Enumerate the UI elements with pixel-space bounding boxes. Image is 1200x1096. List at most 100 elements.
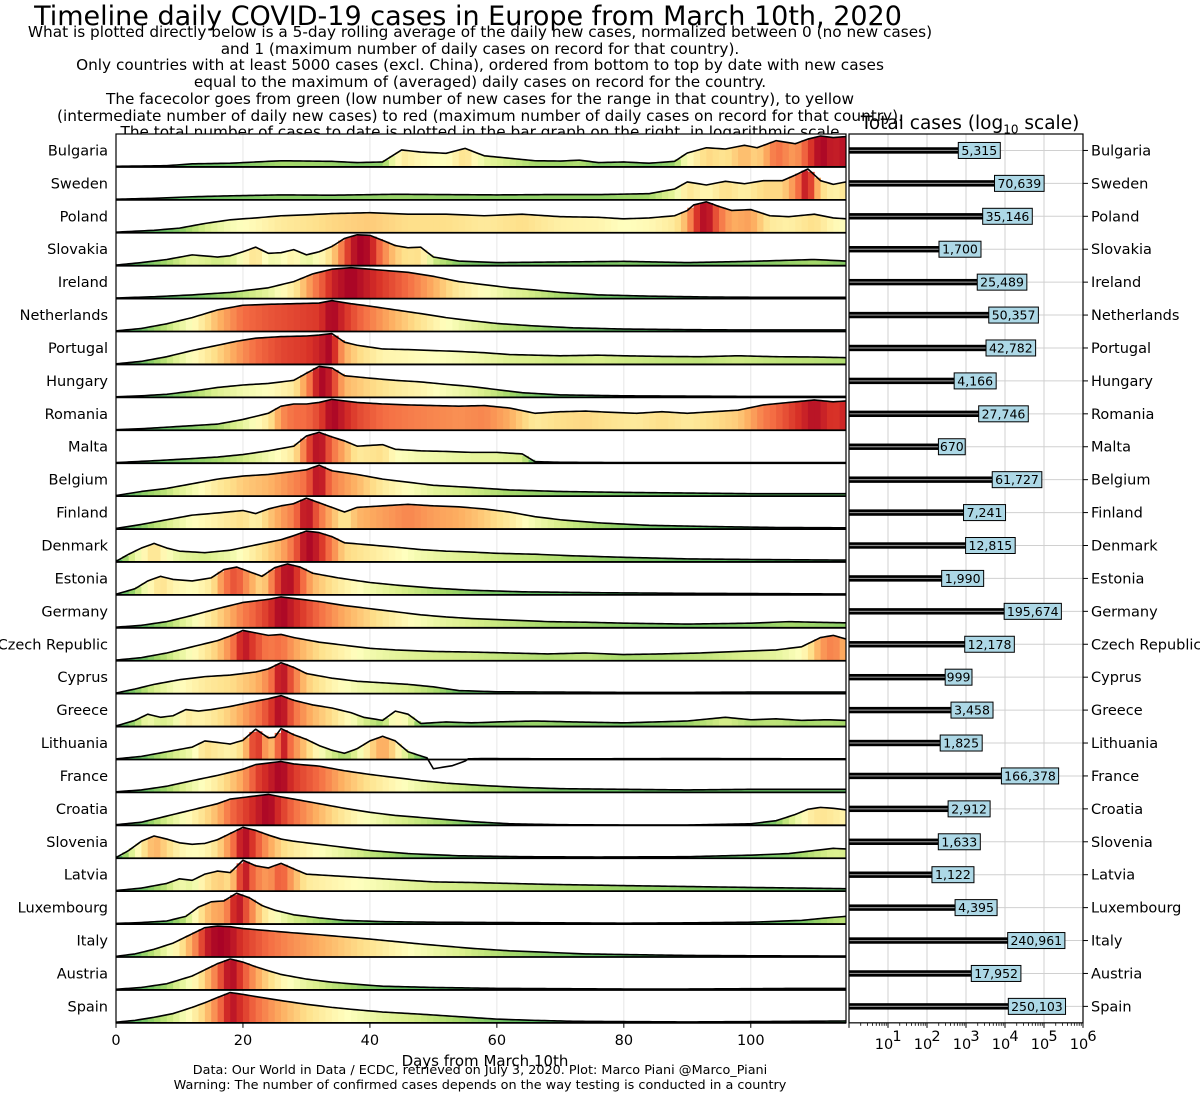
day-stripe — [230, 455, 238, 464]
country-label-left: Belgium — [49, 473, 108, 489]
day-stripe — [541, 517, 549, 530]
day-stripe — [604, 789, 612, 793]
day-stripe — [192, 483, 199, 497]
day-stripe — [433, 722, 441, 727]
day-stripe — [655, 721, 663, 727]
day-stripe — [293, 566, 301, 595]
day-stripe — [268, 161, 276, 167]
day-stripe — [490, 156, 498, 167]
day-stripe — [173, 750, 180, 760]
day-stripe — [579, 788, 587, 793]
country-label-left: Italy — [77, 934, 109, 950]
day-stripe — [579, 217, 587, 233]
day-stripe — [306, 874, 314, 892]
day-stripe — [281, 447, 288, 464]
day-stripe — [268, 598, 276, 628]
day-stripe — [242, 703, 250, 727]
day-stripe — [503, 157, 510, 167]
day-stripe — [573, 788, 580, 793]
day-stripe — [211, 256, 218, 266]
value-label-box — [963, 504, 1007, 522]
day-stripe — [566, 491, 574, 497]
day-stripe — [833, 260, 841, 266]
day-stripe — [382, 1012, 390, 1023]
day-stripe — [338, 340, 345, 365]
day-stripe — [363, 212, 371, 233]
day-stripe — [141, 951, 149, 957]
day-stripe — [122, 591, 130, 595]
day-stripe — [592, 217, 599, 233]
day-stripe — [725, 855, 733, 859]
day-stripe — [528, 214, 536, 233]
day-stripe — [661, 623, 669, 628]
day-stripe — [496, 157, 504, 167]
day-stripe — [617, 523, 625, 530]
day-stripe — [204, 347, 212, 365]
day-stripe — [623, 194, 631, 200]
day-stripe — [395, 585, 403, 595]
day-stripe — [566, 788, 574, 793]
day-stripe — [154, 948, 161, 957]
day-stripe — [725, 789, 733, 793]
day-stripe — [154, 985, 161, 990]
day-stripe — [363, 268, 371, 299]
day-stripe — [477, 405, 485, 431]
day-stripe — [814, 789, 822, 793]
value-label-box — [939, 734, 983, 752]
day-stripe — [592, 261, 599, 266]
day-stripe — [281, 160, 288, 167]
country-label-left: Germany — [41, 604, 108, 620]
day-stripe — [217, 423, 225, 431]
day-stripe — [585, 294, 593, 299]
day-stripe — [579, 653, 587, 661]
day-stripe — [439, 651, 447, 661]
day-stripe — [706, 147, 714, 167]
day-stripe — [274, 160, 282, 167]
day-stripe — [166, 716, 174, 727]
day-stripe — [293, 1002, 301, 1023]
day-stripe — [807, 808, 815, 826]
day-stripe — [312, 573, 320, 595]
day-stripe — [515, 653, 523, 661]
day-stripe — [611, 162, 618, 167]
day-stripe — [642, 492, 650, 497]
day-stripe — [395, 349, 403, 365]
day-stripe — [211, 709, 218, 727]
day-stripe — [534, 262, 542, 266]
day-stripe — [287, 504, 295, 530]
day-stripe — [617, 295, 625, 299]
day-stripe — [236, 863, 244, 892]
day-stripe — [274, 473, 282, 497]
day-stripe — [331, 846, 339, 859]
day-stripe — [490, 590, 498, 595]
day-stripe — [211, 998, 218, 1023]
day-stripe — [503, 511, 510, 530]
country-label-left: Spain — [67, 999, 108, 1015]
day-stripe — [490, 856, 498, 859]
day-stripe — [217, 774, 225, 793]
day-stripe — [141, 582, 149, 595]
day-stripe — [471, 352, 479, 365]
day-stripe — [135, 361, 142, 365]
day-stripe — [408, 247, 415, 266]
day-stripe — [471, 590, 479, 595]
day-stripe — [674, 623, 682, 628]
value-label: 999 — [947, 670, 971, 685]
day-stripe — [325, 805, 333, 826]
day-stripe — [376, 545, 384, 562]
day-stripe — [249, 289, 257, 299]
day-stripe — [528, 951, 536, 957]
day-stripe — [369, 939, 377, 957]
day-stripe — [439, 722, 447, 727]
day-stripe — [465, 320, 472, 332]
day-stripe — [585, 622, 593, 628]
day-stripe — [357, 1010, 364, 1023]
day-stripe — [820, 789, 828, 793]
day-stripe — [763, 214, 771, 233]
day-stripe — [630, 413, 637, 431]
day-stripe — [166, 815, 174, 826]
day-stripe — [547, 355, 555, 365]
day-stripe — [300, 599, 307, 628]
day-stripe — [401, 1013, 409, 1023]
series-line — [115, 892, 847, 925]
